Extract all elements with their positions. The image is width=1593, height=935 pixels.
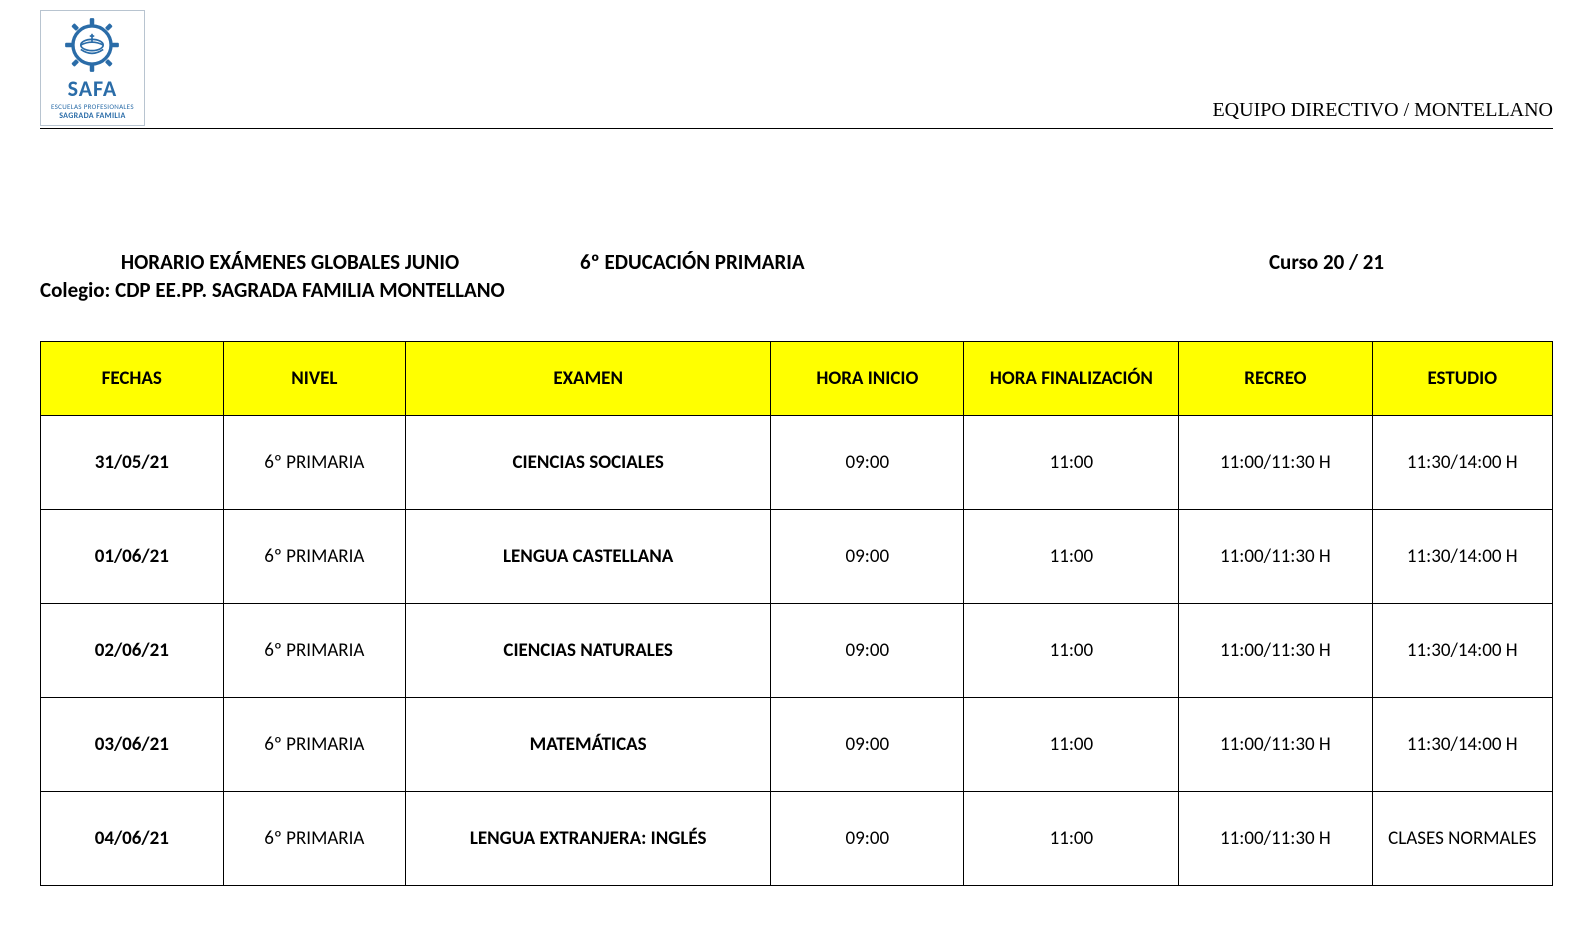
col-header-inicio: HORA INICIO (771, 342, 964, 416)
cell-fecha: 03/06/21 (41, 698, 224, 792)
title-right: Curso 20 / 21 (980, 249, 1553, 275)
cell-nivel: 6º PRIMARIA (223, 510, 406, 604)
cell-fin: 11:00 (964, 698, 1179, 792)
cell-estudio: 11:30/14:00 H (1372, 510, 1552, 604)
table-body: 31/05/21 6º PRIMARIA CIENCIAS SOCIALES 0… (41, 416, 1553, 886)
cell-examen: LENGUA CASTELLANA (406, 510, 771, 604)
col-header-fin: HORA FINALIZACIÓN (964, 342, 1179, 416)
cell-inicio: 09:00 (771, 604, 964, 698)
cell-fecha: 04/06/21 (41, 792, 224, 886)
table-header-row: FECHAS NIVEL EXAMEN HORA INICIO HORA FIN… (41, 342, 1553, 416)
cell-examen: LENGUA EXTRANJERA: INGLÉS (406, 792, 771, 886)
cell-inicio: 09:00 (771, 510, 964, 604)
logo-text-sub2: SAGRADA FAMILIA (59, 111, 125, 121)
cell-estudio: 11:30/14:00 H (1372, 604, 1552, 698)
cell-estudio: CLASES NORMALES (1372, 792, 1552, 886)
cell-fin: 11:00 (964, 792, 1179, 886)
cell-recreo: 11:00/11:30 H (1179, 604, 1372, 698)
title-left: HORARIO EXÁMENES GLOBALES JUNIO (40, 249, 520, 275)
cell-examen: CIENCIAS NATURALES (406, 604, 771, 698)
header-right-text: EQUIPO DIRECTIVO / MONTELLANO (1212, 99, 1553, 126)
cell-fin: 11:00 (964, 416, 1179, 510)
cell-examen: CIENCIAS SOCIALES (406, 416, 771, 510)
cell-fin: 11:00 (964, 510, 1179, 604)
logo-gear-icon (64, 17, 120, 73)
cell-recreo: 11:00/11:30 H (1179, 510, 1372, 604)
cell-recreo: 11:00/11:30 H (1179, 698, 1372, 792)
page-header: SAFA ESCUELAS PROFESIONALES SAGRADA FAMI… (40, 10, 1553, 129)
title-block: HORARIO EXÁMENES GLOBALES JUNIO 6º EDUCA… (40, 249, 1553, 303)
cell-examen: MATEMÁTICAS (406, 698, 771, 792)
col-header-fechas: FECHAS (41, 342, 224, 416)
cell-recreo: 11:00/11:30 H (1179, 792, 1372, 886)
logo-text-main: SAFA (68, 75, 118, 102)
schedule-table: FECHAS NIVEL EXAMEN HORA INICIO HORA FIN… (40, 341, 1553, 886)
cell-estudio: 11:30/14:00 H (1372, 698, 1552, 792)
table-row: 03/06/21 6º PRIMARIA MATEMÁTICAS 09:00 1… (41, 698, 1553, 792)
col-header-estudio: ESTUDIO (1372, 342, 1552, 416)
cell-nivel: 6º PRIMARIA (223, 698, 406, 792)
title-row-2: Colegio: CDP EE.PP. SAGRADA FAMILIA MONT… (40, 277, 1553, 303)
cell-nivel: 6º PRIMARIA (223, 416, 406, 510)
cell-estudio: 11:30/14:00 H (1372, 416, 1552, 510)
title-center: 6º EDUCACIÓN PRIMARIA (520, 249, 980, 275)
cell-fecha: 01/06/21 (41, 510, 224, 604)
document-page: SAFA ESCUELAS PROFESIONALES SAGRADA FAMI… (0, 0, 1593, 886)
table-row: 31/05/21 6º PRIMARIA CIENCIAS SOCIALES 0… (41, 416, 1553, 510)
cell-recreo: 11:00/11:30 H (1179, 416, 1372, 510)
cell-nivel: 6º PRIMARIA (223, 604, 406, 698)
col-header-recreo: RECREO (1179, 342, 1372, 416)
cell-inicio: 09:00 (771, 416, 964, 510)
title-row-1: HORARIO EXÁMENES GLOBALES JUNIO 6º EDUCA… (40, 249, 1553, 275)
cell-fecha: 31/05/21 (41, 416, 224, 510)
logo-box: SAFA ESCUELAS PROFESIONALES SAGRADA FAMI… (40, 10, 145, 126)
table-row: 01/06/21 6º PRIMARIA LENGUA CASTELLANA 0… (41, 510, 1553, 604)
col-header-nivel: NIVEL (223, 342, 406, 416)
table-row: 02/06/21 6º PRIMARIA CIENCIAS NATURALES … (41, 604, 1553, 698)
cell-inicio: 09:00 (771, 792, 964, 886)
table-row: 04/06/21 6º PRIMARIA LENGUA EXTRANJERA: … (41, 792, 1553, 886)
cell-inicio: 09:00 (771, 698, 964, 792)
cell-fecha: 02/06/21 (41, 604, 224, 698)
logo-text-sub1: ESCUELAS PROFESIONALES (51, 102, 134, 111)
col-header-examen: EXAMEN (406, 342, 771, 416)
cell-nivel: 6º PRIMARIA (223, 792, 406, 886)
table-head: FECHAS NIVEL EXAMEN HORA INICIO HORA FIN… (41, 342, 1553, 416)
cell-fin: 11:00 (964, 604, 1179, 698)
